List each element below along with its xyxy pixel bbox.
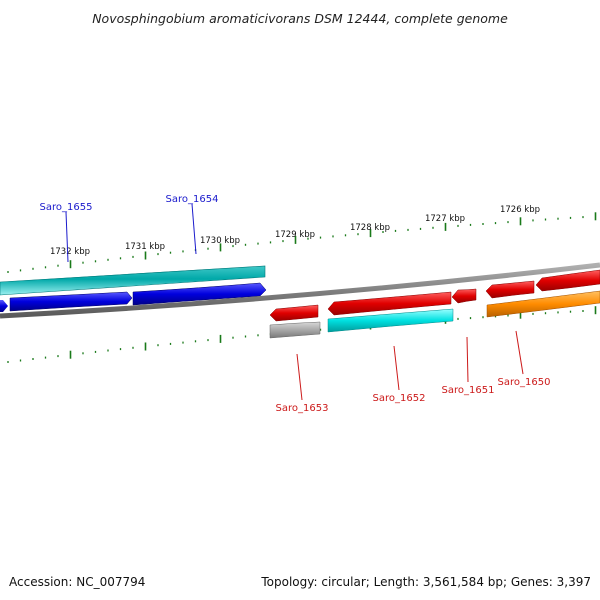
map-title: Novosphingobium aromaticivorans DSM 1244… xyxy=(92,11,508,26)
genome-backbone xyxy=(0,262,600,319)
gene-arrow-saro-1655[interactable] xyxy=(9,291,133,312)
kbp-label-1730: 1730 kbp xyxy=(200,236,240,246)
kbp-label-1729: 1729 kbp xyxy=(275,230,315,240)
gene-bar-cyan[interactable] xyxy=(327,308,454,333)
gene-arrow-blue-edge[interactable] xyxy=(0,300,8,312)
reverse-strand-track xyxy=(269,269,600,339)
reverse-gene-labels: Saro_1653 Saro_1652 Saro_1651 Saro_1650 xyxy=(276,330,551,414)
gene-label-saro-1653[interactable]: Saro_1653 xyxy=(276,403,329,414)
leader-line-saro-1653 xyxy=(296,353,303,401)
kbp-scale: 1732 kbp 1731 kbp 1730 kbp 1729 kbp 1728… xyxy=(50,205,540,257)
kbp-label-1727: 1727 kbp xyxy=(425,214,465,224)
kbp-label-1731: 1731 kbp xyxy=(125,242,165,252)
leader-line-saro-1652 xyxy=(393,345,400,391)
topology-summary-text: Topology: circular; Length: 3,561,584 bp… xyxy=(260,575,591,589)
gene-arrow-saro-1653[interactable] xyxy=(269,304,319,322)
gene-label-saro-1651[interactable]: Saro_1651 xyxy=(442,385,495,396)
forward-strand-track xyxy=(0,265,267,312)
gene-bar-orange[interactable] xyxy=(486,290,600,318)
gene-label-saro-1652[interactable]: Saro_1652 xyxy=(373,393,426,404)
gene-label-saro-1654[interactable]: Saro_1654 xyxy=(166,194,219,205)
kbp-label-1726: 1726 kbp xyxy=(500,205,540,215)
gene-arrow-red-edge[interactable] xyxy=(535,269,600,292)
leader-line-saro-1654 xyxy=(191,203,197,255)
gene-arrow-saro-1650[interactable] xyxy=(485,280,535,299)
gene-arrow-saro-1651[interactable] xyxy=(451,288,477,304)
accession-text: Accession: NC_007794 xyxy=(9,575,145,589)
gene-arrow-saro-1654[interactable] xyxy=(132,282,267,306)
gene-label-saro-1655[interactable]: Saro_1655 xyxy=(40,202,93,213)
kbp-label-1728: 1728 kbp xyxy=(350,223,390,233)
outer-tick-ring xyxy=(7,212,597,273)
leader-line-saro-1651 xyxy=(466,336,469,383)
gene-bar-gray[interactable] xyxy=(269,321,321,339)
leader-line-saro-1650 xyxy=(515,330,524,375)
kbp-label-1732: 1732 kbp xyxy=(50,247,90,257)
leader-line-saro-1655 xyxy=(65,211,69,263)
gene-arrow-saro-1652[interactable] xyxy=(327,291,452,316)
gene-bar-teal[interactable] xyxy=(0,265,266,296)
gene-label-saro-1650[interactable]: Saro_1650 xyxy=(498,377,551,388)
forward-gene-labels: Saro_1655 Saro_1654 xyxy=(40,194,219,263)
